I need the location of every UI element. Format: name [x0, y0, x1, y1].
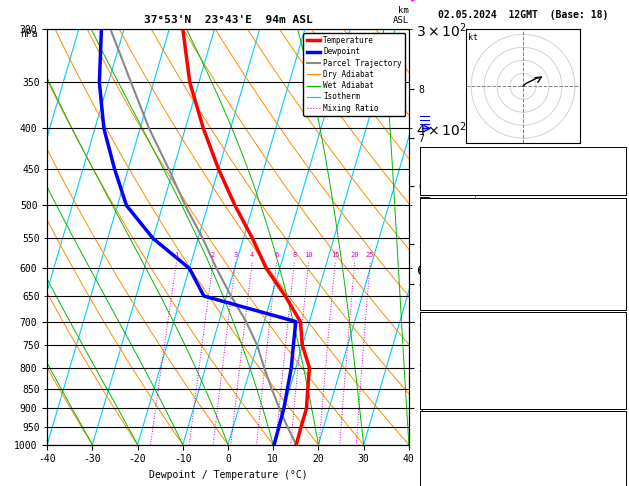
Text: 3: 3	[233, 252, 238, 258]
Text: SREH: SREH	[423, 447, 444, 456]
Text: CAPE (J): CAPE (J)	[423, 282, 465, 291]
Text: StmDir: StmDir	[423, 463, 455, 472]
Text: Hodograph: Hodograph	[499, 415, 547, 424]
Text: 1: 1	[174, 252, 179, 258]
Text: 02.05.2024  12GMT  (Base: 18): 02.05.2024 12GMT (Base: 18)	[438, 10, 608, 20]
Text: Lifted Index: Lifted Index	[423, 364, 487, 374]
Text: 309: 309	[607, 250, 623, 259]
Text: hPa: hPa	[20, 29, 38, 39]
Text: EH: EH	[423, 431, 433, 440]
Text: 10.2: 10.2	[602, 234, 623, 243]
Text: 8: 8	[292, 252, 296, 258]
Text: 25: 25	[366, 252, 374, 258]
Text: 16: 16	[613, 479, 623, 486]
Text: LCL: LCL	[438, 426, 453, 435]
Text: Most Unstable: Most Unstable	[488, 316, 558, 326]
Text: 29: 29	[613, 151, 623, 160]
Text: 0: 0	[618, 364, 623, 374]
Text: PW (cm): PW (cm)	[423, 183, 460, 192]
Text: StmSpd (kt): StmSpd (kt)	[423, 479, 482, 486]
Text: 4: 4	[250, 252, 254, 258]
Text: Totals Totals: Totals Totals	[423, 167, 493, 176]
Text: Lifted Index: Lifted Index	[423, 266, 487, 275]
Text: Temp (°C): Temp (°C)	[423, 218, 471, 227]
Text: 2: 2	[211, 252, 215, 258]
Text: 0: 0	[618, 282, 623, 291]
Text: 7: 7	[618, 266, 623, 275]
Text: θᴇ (K): θᴇ (K)	[423, 348, 455, 358]
Text: CIN (J): CIN (J)	[423, 298, 460, 307]
Text: 37°53'N  23°43'E  94m ASL: 37°53'N 23°43'E 94m ASL	[143, 15, 313, 25]
Text: K: K	[423, 151, 428, 160]
Text: 2.26: 2.26	[602, 183, 623, 192]
Text: km
ASL: km ASL	[392, 6, 409, 25]
Text: 0: 0	[618, 298, 623, 307]
Text: 6: 6	[274, 252, 279, 258]
Y-axis label: Mixing Ratio (g/kg): Mixing Ratio (g/kg)	[472, 186, 481, 288]
Text: 20: 20	[350, 252, 359, 258]
Text: 750: 750	[607, 332, 623, 342]
Text: kt: kt	[468, 33, 478, 42]
Text: 47: 47	[613, 167, 623, 176]
Text: Dewp (°C): Dewp (°C)	[423, 234, 471, 243]
Text: 290°: 290°	[602, 463, 623, 472]
X-axis label: Dewpoint / Temperature (°C): Dewpoint / Temperature (°C)	[148, 470, 308, 480]
Text: 15: 15	[331, 252, 340, 258]
Text: θᴇ(K): θᴇ(K)	[423, 250, 450, 259]
Text: © weatheronline.co.uk: © weatheronline.co.uk	[474, 475, 572, 484]
Text: 0: 0	[618, 397, 623, 406]
Text: 10: 10	[304, 252, 313, 258]
Text: -31: -31	[607, 431, 623, 440]
Text: Pressure (mb): Pressure (mb)	[423, 332, 493, 342]
Text: 14: 14	[613, 447, 623, 456]
Legend: Temperature, Dewpoint, Parcel Trajectory, Dry Adiabat, Wet Adiabat, Isotherm, Mi: Temperature, Dewpoint, Parcel Trajectory…	[303, 33, 405, 116]
Text: 15.1: 15.1	[602, 218, 623, 227]
Text: CAPE (J): CAPE (J)	[423, 381, 465, 390]
Text: Surface: Surface	[504, 202, 542, 211]
Text: 0: 0	[618, 381, 623, 390]
Text: 319: 319	[607, 348, 623, 358]
Text: CIN (J): CIN (J)	[423, 397, 460, 406]
